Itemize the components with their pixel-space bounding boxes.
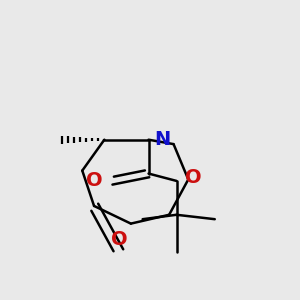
- Text: N: N: [154, 130, 171, 149]
- Text: O: O: [185, 169, 202, 188]
- Text: O: O: [111, 230, 128, 249]
- Text: O: O: [86, 171, 103, 190]
